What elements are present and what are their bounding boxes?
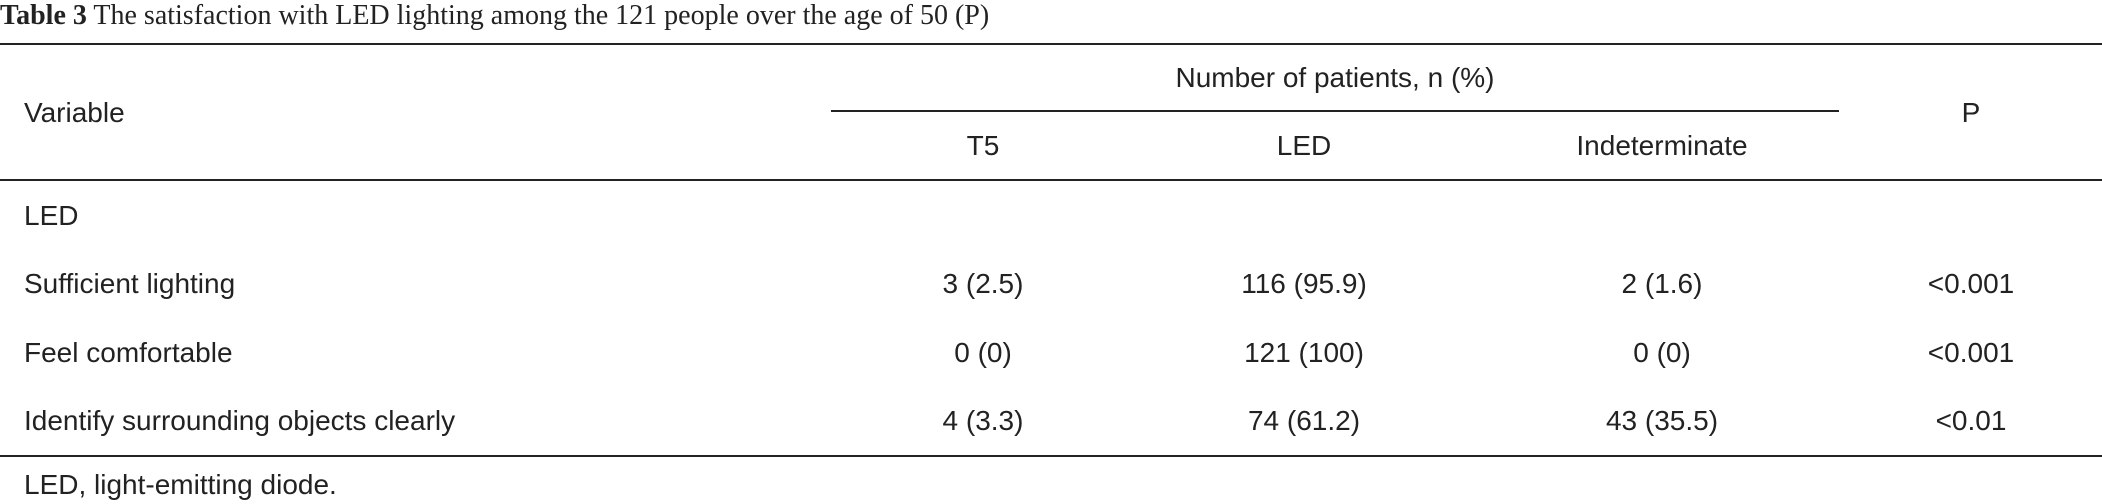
row-label: Sufficient lighting (24, 268, 236, 299)
bottom-rule (0, 455, 2102, 457)
cell: <0.001 (1927, 337, 2015, 368)
group-rule (831, 110, 1839, 112)
cell: 2 (1.6) (1621, 268, 1703, 299)
header-group: Number of patients, n (%) (1175, 62, 1495, 93)
row-label: Feel comfortable (24, 337, 233, 368)
cell: 0 (0) (1633, 337, 1691, 368)
cell: 116 (95.9) (1241, 268, 1367, 299)
caption-text: The satisfaction with LED lighting among… (93, 0, 990, 31)
cell: <0.01 (1935, 405, 2007, 436)
header-column: LED (1276, 130, 1332, 161)
top-rule (0, 43, 2102, 45)
cell: 3 (2.5) (942, 268, 1024, 299)
header-column: Indeterminate (1576, 130, 1748, 161)
caption-label: Table 3 (0, 0, 87, 31)
header-p: P (1961, 97, 1981, 128)
header-variable: Variable (24, 97, 125, 128)
footnote: LED, light-emitting diode. (24, 469, 337, 500)
header-column: T5 (966, 130, 1000, 161)
cell: 0 (0) (954, 337, 1012, 368)
cell: <0.001 (1927, 268, 2015, 299)
cell: 43 (35.5) (1605, 405, 1719, 436)
cell: 74 (61.2) (1247, 405, 1361, 436)
header-rule (0, 179, 2102, 181)
caption: Table 3 The satisfaction with LED lighti… (0, 0, 989, 32)
section-label: LED (24, 200, 79, 231)
row-label: Identify surrounding objects clearly (24, 405, 456, 436)
cell: 121 (100) (1244, 337, 1364, 368)
cell: 4 (3.3) (942, 405, 1024, 436)
